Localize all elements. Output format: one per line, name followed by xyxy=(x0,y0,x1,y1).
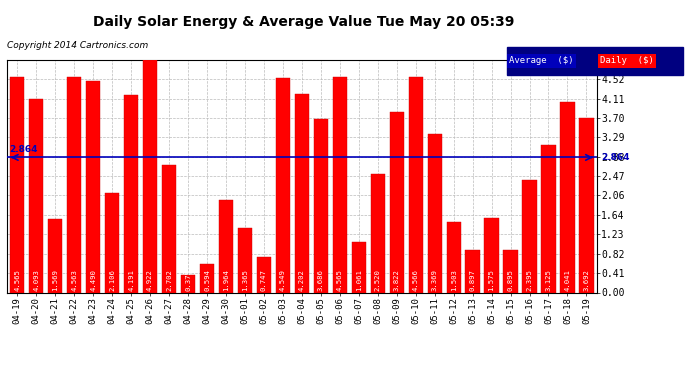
Bar xyxy=(200,264,214,292)
Text: 2.702: 2.702 xyxy=(166,269,172,291)
Bar xyxy=(522,180,537,292)
Bar xyxy=(466,250,480,292)
Bar xyxy=(143,60,157,292)
Text: 0.375: 0.375 xyxy=(185,269,191,291)
Text: 4.565: 4.565 xyxy=(337,269,343,291)
Text: 4.549: 4.549 xyxy=(280,269,286,291)
Text: 4.202: 4.202 xyxy=(299,269,305,291)
Text: 3.692: 3.692 xyxy=(584,269,589,291)
Bar xyxy=(10,77,24,292)
Text: 2.106: 2.106 xyxy=(109,269,115,291)
Bar xyxy=(162,165,176,292)
Text: 4.093: 4.093 xyxy=(33,269,39,291)
Text: 0.897: 0.897 xyxy=(470,269,475,291)
Text: 1.365: 1.365 xyxy=(242,269,248,291)
Text: 1.964: 1.964 xyxy=(223,269,229,291)
Bar xyxy=(181,275,195,292)
Bar xyxy=(390,112,404,292)
Text: 0.747: 0.747 xyxy=(261,269,267,291)
Text: 2.395: 2.395 xyxy=(526,269,533,291)
Text: 0.895: 0.895 xyxy=(508,269,513,291)
Text: 2.520: 2.520 xyxy=(375,269,381,291)
Bar xyxy=(276,78,290,292)
Bar xyxy=(333,77,347,292)
Bar xyxy=(238,228,252,292)
Text: 4.565: 4.565 xyxy=(14,269,20,291)
Text: 1.575: 1.575 xyxy=(489,269,495,291)
Bar xyxy=(29,99,43,292)
Text: 4.191: 4.191 xyxy=(128,269,134,291)
Bar xyxy=(86,81,100,292)
Text: 4.563: 4.563 xyxy=(71,269,77,291)
Bar xyxy=(67,77,81,292)
Text: Daily  ($): Daily ($) xyxy=(600,57,654,65)
Text: 0.594: 0.594 xyxy=(204,269,210,291)
Text: Daily Solar Energy & Average Value Tue May 20 05:39: Daily Solar Energy & Average Value Tue M… xyxy=(93,15,514,29)
Text: 1.569: 1.569 xyxy=(52,269,58,291)
Bar xyxy=(352,243,366,292)
Bar xyxy=(219,200,233,292)
Bar xyxy=(542,145,555,292)
Bar xyxy=(124,95,138,292)
Text: 3.369: 3.369 xyxy=(432,269,437,291)
Text: Average  ($): Average ($) xyxy=(509,57,573,65)
Bar xyxy=(428,134,442,292)
Text: 4.041: 4.041 xyxy=(564,269,571,291)
Bar xyxy=(408,77,423,292)
Text: 4.566: 4.566 xyxy=(413,269,419,291)
Bar xyxy=(257,257,271,292)
Bar xyxy=(48,219,62,292)
Text: 2.864: 2.864 xyxy=(601,153,629,162)
Text: 4.922: 4.922 xyxy=(147,269,153,291)
Text: Copyright 2014 Cartronics.com: Copyright 2014 Cartronics.com xyxy=(7,41,148,50)
Bar xyxy=(314,118,328,292)
Bar xyxy=(295,94,309,292)
Bar xyxy=(105,193,119,292)
Text: 3.686: 3.686 xyxy=(318,269,324,291)
Text: 1.061: 1.061 xyxy=(356,269,362,291)
Bar xyxy=(484,218,499,292)
Text: 3.822: 3.822 xyxy=(394,269,400,291)
Text: 1.503: 1.503 xyxy=(451,269,457,291)
Bar xyxy=(371,174,385,292)
Text: 3.125: 3.125 xyxy=(546,269,551,291)
Text: 2.864: 2.864 xyxy=(10,145,38,154)
Text: 4.490: 4.490 xyxy=(90,269,96,291)
Bar xyxy=(560,102,575,292)
Bar xyxy=(580,118,593,292)
Bar xyxy=(446,222,461,292)
Bar xyxy=(504,250,518,292)
